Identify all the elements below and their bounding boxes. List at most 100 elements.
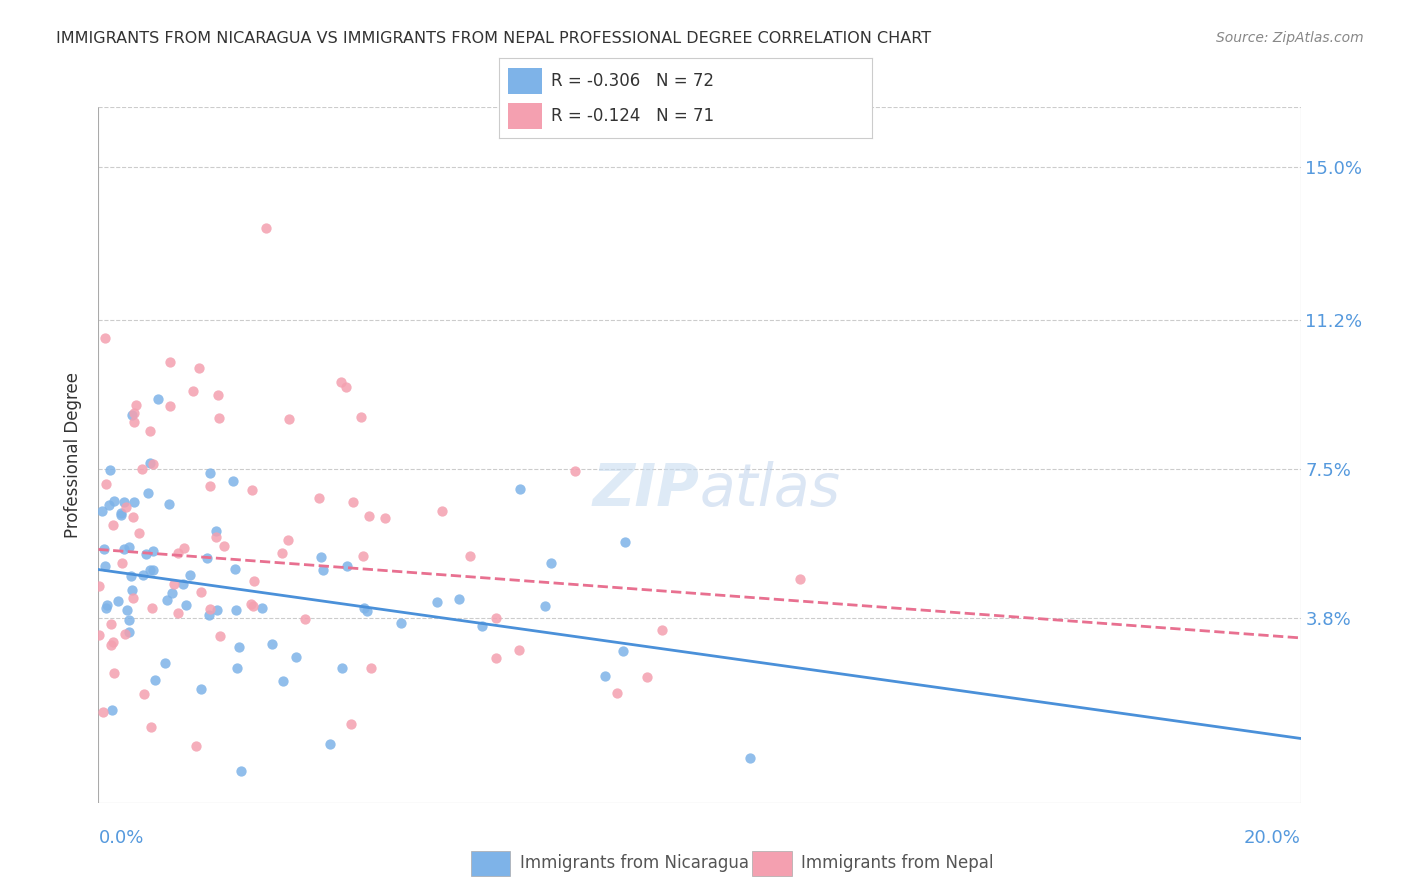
Point [157, 497, 180, 511]
Point [342, 494, 364, 508]
Point [228, 640, 250, 654]
Point [738, 751, 761, 765]
Point [139, 720, 162, 734]
Point [139, 456, 162, 470]
Point [208, 629, 231, 643]
Point [485, 611, 508, 625]
Point [188, 361, 211, 376]
Point [114, 627, 136, 641]
Point [197, 607, 219, 622]
Point [613, 534, 636, 549]
Point [593, 668, 616, 682]
Point [190, 585, 212, 599]
Point [335, 380, 357, 394]
Point [121, 582, 143, 597]
Point [606, 685, 628, 699]
Point [103, 494, 125, 508]
Point [94, 601, 117, 615]
Point [134, 687, 156, 701]
Point [204, 530, 226, 544]
Point [122, 510, 145, 524]
Point [432, 504, 454, 518]
Point [118, 624, 141, 639]
Point [117, 541, 139, 555]
Point [212, 539, 235, 553]
Point [208, 411, 231, 425]
Point [359, 509, 381, 524]
Point [100, 617, 122, 632]
Point [159, 355, 181, 369]
Point [225, 603, 247, 617]
Text: Immigrants from Nepal: Immigrants from Nepal [801, 855, 994, 872]
Point [273, 673, 295, 688]
Point [250, 601, 273, 615]
Point [93, 541, 115, 556]
Text: 0.0%: 0.0% [98, 829, 143, 847]
Point [352, 549, 374, 564]
Point [172, 576, 194, 591]
Point [121, 409, 143, 423]
Point [339, 717, 361, 731]
Point [111, 556, 134, 570]
Point [353, 600, 375, 615]
Text: Immigrants from Nicaragua: Immigrants from Nicaragua [520, 855, 749, 872]
Point [100, 639, 122, 653]
Point [97, 498, 120, 512]
Point [222, 474, 245, 488]
Point [124, 494, 146, 508]
Point [122, 415, 145, 429]
Point [789, 572, 811, 586]
Point [458, 549, 481, 563]
Point [277, 412, 299, 426]
Text: IMMIGRANTS FROM NICARAGUA VS IMMIGRANTS FROM NEPAL PROFESSIONAL DEGREE CORRELATI: IMMIGRANTS FROM NICARAGUA VS IMMIGRANTS … [56, 31, 931, 46]
Point [107, 593, 129, 607]
Point [110, 508, 132, 523]
Text: atlas: atlas [700, 461, 841, 518]
Point [240, 483, 263, 498]
Text: R = -0.306   N = 72: R = -0.306 N = 72 [551, 72, 714, 90]
Point [128, 526, 150, 541]
Point [120, 569, 142, 583]
Point [195, 551, 218, 566]
Point [509, 483, 531, 497]
Point [94, 559, 117, 574]
Point [132, 568, 155, 582]
Point [110, 506, 132, 520]
Text: R = -0.124   N = 71: R = -0.124 N = 71 [551, 107, 714, 125]
Point [205, 524, 228, 538]
Point [198, 602, 221, 616]
Point [294, 612, 316, 626]
Bar [509, 69, 541, 95]
Point [207, 388, 229, 402]
Point [564, 464, 586, 478]
Point [131, 462, 153, 476]
Point [153, 656, 176, 670]
Point [142, 563, 165, 577]
Bar [752, 851, 792, 876]
Point [225, 661, 247, 675]
Point [91, 705, 114, 719]
Text: 20.0%: 20.0% [1244, 829, 1301, 847]
Point [254, 220, 277, 235]
Point [121, 591, 143, 605]
Point [534, 599, 557, 613]
Point [118, 613, 141, 627]
Point [318, 737, 340, 751]
Text: ZIP: ZIP [592, 461, 700, 518]
Point [89, 579, 111, 593]
Point [374, 511, 396, 525]
Point [142, 543, 165, 558]
Point [239, 597, 262, 611]
Point [243, 574, 266, 589]
Point [651, 624, 673, 638]
Point [139, 424, 162, 438]
Point [356, 604, 378, 618]
Point [98, 462, 121, 476]
Point [181, 384, 204, 398]
Point [485, 650, 508, 665]
Point [122, 406, 145, 420]
Point [308, 491, 330, 506]
Point [329, 375, 352, 389]
Point [277, 533, 299, 547]
Point [94, 476, 117, 491]
